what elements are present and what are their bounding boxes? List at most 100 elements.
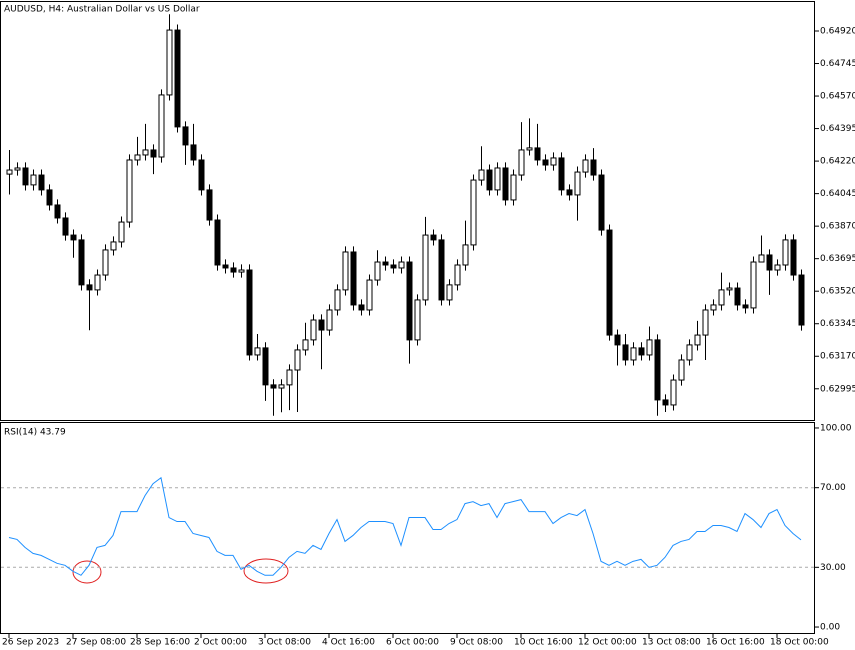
x-tick-label: 13 Oct 08:00 — [642, 638, 701, 648]
candle-body — [502, 167, 509, 201]
candle-body — [798, 274, 805, 326]
rsi-title: RSI(14) 43.79 — [4, 428, 66, 438]
candle-body — [606, 229, 613, 336]
y-tick-label: 70.00 — [820, 483, 846, 493]
candle-body — [30, 174, 37, 186]
candle-body — [678, 359, 685, 381]
candle-body — [406, 261, 413, 341]
candle-body — [238, 269, 245, 273]
candle-body — [182, 126, 189, 146]
y-tick-label: 0.64745 — [820, 59, 855, 69]
x-tick-label: 27 Sep 08:00 — [66, 638, 126, 648]
candle-body — [782, 239, 789, 266]
candle-body — [558, 157, 565, 191]
candle-body — [686, 344, 693, 361]
y-tick-label: 0.62995 — [820, 384, 855, 394]
candle-body — [462, 244, 469, 266]
candle-body — [726, 287, 733, 291]
candle-body — [534, 147, 541, 161]
y-tick-label: 0.63170 — [820, 352, 855, 362]
candle-body — [742, 304, 749, 309]
candle-body — [222, 264, 229, 269]
candle-body — [662, 399, 669, 406]
candle-body — [566, 189, 573, 196]
candle-body — [246, 269, 253, 356]
candle-body — [494, 167, 501, 191]
candle-body — [118, 221, 125, 243]
candle-body — [646, 339, 653, 356]
candle-body — [390, 264, 397, 269]
candle-body — [174, 29, 181, 128]
candle-body — [430, 234, 437, 241]
candle-body — [702, 309, 709, 336]
candle-body — [142, 149, 149, 156]
y-tick-label: 0.64220 — [820, 157, 855, 167]
y-tick-label: 0.64045 — [820, 189, 855, 199]
candle-body — [334, 289, 341, 311]
candle-body — [366, 279, 373, 311]
x-tick-label: 3 Oct 08:00 — [258, 638, 311, 648]
candle-body — [718, 289, 725, 306]
x-tick-label: 26 Sep 2023 — [2, 638, 59, 648]
candle-body — [350, 251, 357, 306]
candle-body — [126, 159, 133, 223]
candle-body — [518, 149, 525, 176]
candle-body — [38, 174, 45, 191]
y-tick-label: 30.00 — [820, 563, 846, 573]
x-tick-label: 2 Oct 00:00 — [194, 638, 247, 648]
candle-body — [254, 347, 261, 356]
candle-body — [670, 379, 677, 406]
highlight-ellipse — [72, 560, 102, 584]
rsi-panel — [0, 422, 815, 634]
candle-body — [398, 261, 405, 269]
candle-body — [14, 167, 21, 171]
candle-body — [86, 284, 93, 291]
candle-body — [446, 284, 453, 301]
highlight-ellipse — [243, 558, 289, 584]
candle-body — [54, 204, 61, 219]
candle-body — [150, 149, 157, 158]
candle-body — [302, 339, 309, 351]
candle-body — [574, 171, 581, 196]
candle-body — [78, 239, 85, 286]
candle-body — [6, 169, 13, 175]
candle-body — [422, 234, 429, 301]
candle-body — [734, 287, 741, 306]
candle-body — [22, 167, 29, 186]
candle-body — [790, 239, 797, 276]
candle-body — [166, 29, 173, 96]
candle-body — [694, 334, 701, 346]
x-tick-label: 6 Oct 00:00 — [386, 638, 439, 648]
candle-body — [438, 239, 445, 301]
candle-body — [382, 261, 389, 266]
x-tick-label: 16 Oct 16:00 — [706, 638, 765, 648]
candle-body — [310, 319, 317, 341]
y-tick-label: 0.63345 — [820, 319, 855, 329]
candle-body — [102, 249, 109, 276]
x-tick-label: 10 Oct 16:00 — [514, 638, 573, 648]
candle-body — [598, 174, 605, 231]
candle-body — [342, 251, 349, 291]
candle-body — [286, 369, 293, 386]
candle-body — [134, 154, 141, 161]
price-panel — [0, 1, 815, 421]
candle-body — [190, 144, 197, 161]
y-tick-label: 0.64920 — [820, 26, 855, 36]
y-tick-label: 0.64570 — [820, 92, 855, 102]
candle-body — [510, 174, 517, 201]
x-tick-label: 4 Oct 16:00 — [322, 638, 375, 648]
candle-body — [470, 179, 477, 246]
candle-body — [526, 147, 533, 151]
candle-body — [230, 267, 237, 273]
price-title: AUDUSD, H4: Australian Dollar vs US Doll… — [4, 5, 200, 15]
candle-body — [358, 304, 365, 311]
y-tick-label: 0.00 — [820, 623, 840, 633]
candle-body — [710, 304, 717, 311]
candle-body — [206, 189, 213, 221]
candle-body — [62, 217, 69, 236]
candle-body — [582, 159, 589, 173]
candle-body — [638, 347, 645, 356]
candle-body — [550, 157, 557, 166]
candle-body — [614, 334, 621, 346]
